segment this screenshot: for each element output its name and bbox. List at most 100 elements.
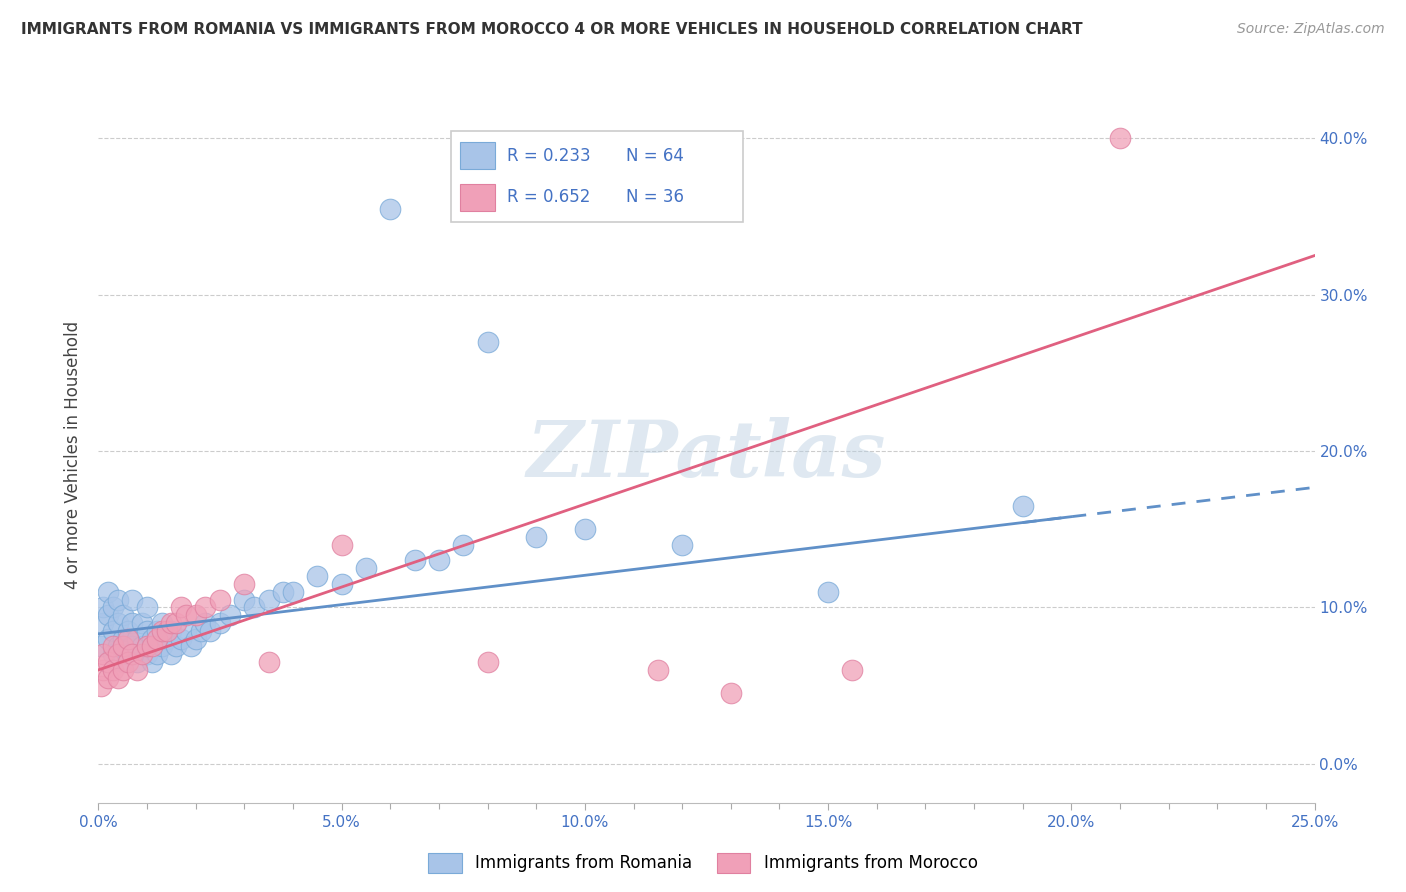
Point: [136, 640, 159, 654]
Point: [107, 647, 129, 661]
Point: [170, 632, 193, 646]
Point: [243, 600, 266, 615]
Point: [477, 334, 499, 349]
Point: [146, 632, 169, 646]
Point: [257, 655, 280, 669]
Point: [90, 640, 112, 654]
Point: [141, 655, 163, 669]
Point: [307, 569, 329, 583]
Point: [121, 592, 143, 607]
Point: [97, 608, 120, 623]
Point: [121, 640, 143, 654]
Point: [233, 577, 256, 591]
Point: [121, 615, 143, 630]
Point: [90, 679, 112, 693]
Point: [131, 615, 153, 630]
Point: [271, 584, 294, 599]
Point: [233, 592, 256, 607]
Point: [170, 600, 193, 615]
Point: [107, 592, 129, 607]
Point: [136, 600, 159, 615]
Point: [281, 584, 304, 599]
Point: [150, 615, 173, 630]
Point: [720, 686, 742, 700]
Point: [111, 608, 134, 623]
Point: [117, 647, 139, 661]
Point: [101, 624, 124, 638]
Point: [427, 553, 450, 567]
Point: [184, 632, 207, 646]
Point: [160, 624, 183, 638]
Point: [647, 663, 669, 677]
Point: [91, 663, 114, 677]
Point: [131, 640, 153, 654]
Point: [200, 624, 222, 638]
Point: [101, 647, 124, 661]
Point: [146, 624, 169, 638]
Point: [671, 538, 693, 552]
Text: IMMIGRANTS FROM ROMANIA VS IMMIGRANTS FROM MOROCCO 4 OR MORE VEHICLES IN HOUSEHO: IMMIGRANTS FROM ROMANIA VS IMMIGRANTS FR…: [21, 22, 1083, 37]
Point: [160, 615, 183, 630]
Point: [141, 632, 163, 646]
Point: [101, 600, 124, 615]
Point: [111, 655, 134, 669]
Point: [127, 655, 149, 669]
Point: [817, 584, 839, 599]
Point: [477, 655, 499, 669]
Point: [1011, 499, 1033, 513]
Point: [127, 663, 149, 677]
Point: [1109, 131, 1132, 145]
Point: [107, 671, 129, 685]
Point: [136, 624, 159, 638]
Y-axis label: 4 or more Vehicles in Household: 4 or more Vehicles in Household: [65, 321, 83, 589]
Point: [121, 647, 143, 661]
Point: [141, 640, 163, 654]
Point: [155, 624, 177, 638]
Point: [117, 624, 139, 638]
Point: [111, 632, 134, 646]
Point: [209, 592, 232, 607]
Legend: Immigrants from Romania, Immigrants from Morocco: Immigrants from Romania, Immigrants from…: [422, 847, 984, 880]
Point: [453, 538, 475, 552]
Point: [107, 640, 129, 654]
Point: [91, 647, 114, 661]
Point: [146, 647, 169, 661]
Point: [190, 624, 212, 638]
Point: [354, 561, 377, 575]
Text: ZIPatlas: ZIPatlas: [527, 417, 886, 493]
Point: [404, 553, 426, 567]
Point: [131, 647, 153, 661]
Point: [209, 615, 232, 630]
Point: [330, 538, 353, 552]
Point: [97, 655, 120, 669]
Point: [174, 608, 197, 623]
Point: [841, 663, 863, 677]
Point: [150, 624, 173, 638]
Point: [101, 663, 124, 677]
Point: [184, 608, 207, 623]
Point: [155, 632, 177, 646]
Point: [194, 615, 217, 630]
Point: [107, 615, 129, 630]
Point: [136, 647, 159, 661]
Point: [165, 615, 187, 630]
Point: [97, 632, 120, 646]
Point: [180, 640, 202, 654]
Point: [165, 640, 187, 654]
Point: [97, 584, 120, 599]
Point: [380, 202, 402, 216]
Point: [218, 608, 240, 623]
Point: [257, 592, 280, 607]
Point: [160, 647, 183, 661]
Point: [101, 640, 124, 654]
Point: [97, 671, 120, 685]
Point: [127, 632, 149, 646]
Point: [91, 615, 114, 630]
Point: [174, 624, 197, 638]
Point: [91, 600, 114, 615]
Point: [194, 600, 217, 615]
Point: [111, 640, 134, 654]
Text: Source: ZipAtlas.com: Source: ZipAtlas.com: [1237, 22, 1385, 37]
Point: [574, 522, 596, 536]
Point: [117, 655, 139, 669]
